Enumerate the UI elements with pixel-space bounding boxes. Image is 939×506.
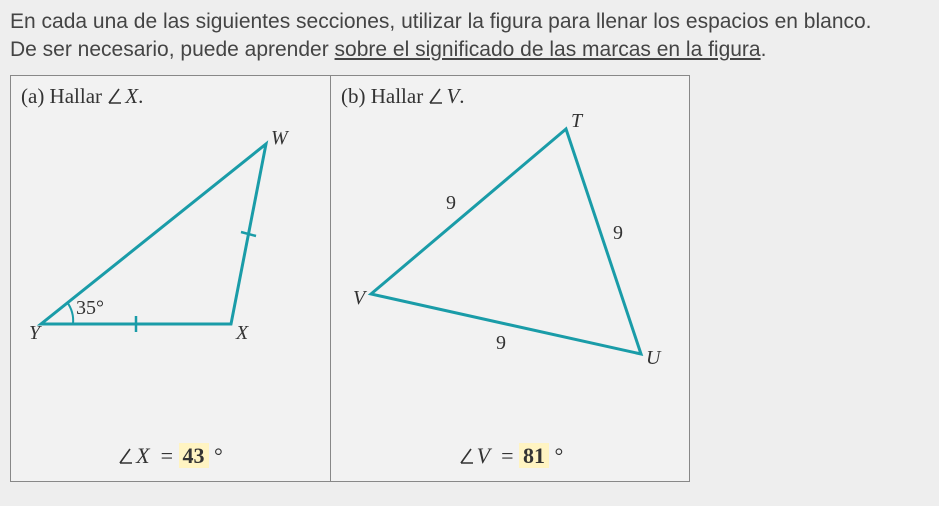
answer-a-unit: ° [214,443,223,468]
side-vu: 9 [496,332,506,354]
label-v: V [353,287,368,309]
answer-b-unit: ° [555,443,564,468]
answer-a-value[interactable]: 43 [179,443,209,468]
panel-b-title-pre: (b) Hallar [341,84,428,108]
label-x: X [235,322,249,344]
instructions-line2-post: . [761,38,767,61]
panel-b-figure: V T U 9 9 9 [341,109,681,369]
answer-b-var: V [477,443,490,468]
angle-icon [118,447,134,465]
answer-b-value[interactable]: 81 [519,443,549,468]
instructions-link[interactable]: sobre el significado de las marcas en la… [335,38,761,61]
triangle-b-svg: V T U 9 9 9 [341,109,681,369]
instructions-line1: En cada una de las siguientes secciones,… [10,10,872,33]
panel-a-title-pre: (a) Hallar [21,84,107,108]
label-u: U [646,347,662,369]
instructions-line2-pre: De ser necesario, puede aprender [10,38,335,61]
triangle-a-path [41,144,266,324]
side-vt: 9 [446,192,456,214]
angle-arc-y [67,302,73,324]
panel-b-title-var: V [446,84,459,108]
answer-a-var: X [136,443,149,468]
panel-a: (a) Hallar X. Y X W 35° X = 43 ° [11,76,331,481]
panel-a-title-var: X [125,84,138,108]
angle-icon [459,447,475,465]
triangle-b-path [371,129,641,354]
panel-b: (b) Hallar V. V T U 9 9 9 V = 81 ° [331,76,691,481]
angle-label-35: 35° [76,297,104,319]
panel-a-title: (a) Hallar X. [21,84,320,109]
panels-container: (a) Hallar X. Y X W 35° X = 43 ° [10,75,690,482]
panel-b-title: (b) Hallar V. [341,84,681,109]
label-w: W [271,127,290,149]
panel-a-title-post: . [138,84,143,108]
panel-a-figure: Y X W 35° [21,109,320,369]
panel-b-title-post: . [459,84,464,108]
panel-a-answer: X = 43 ° [11,443,330,469]
triangle-a-svg: Y X W 35° [21,109,321,369]
label-t: T [571,110,584,132]
panel-b-answer: V = 81 ° [331,443,691,469]
label-y: Y [29,322,42,344]
angle-icon [428,87,444,105]
instructions-block: En cada una de las siguientes secciones,… [10,8,929,65]
angle-icon [107,87,123,105]
side-tu: 9 [613,222,623,244]
